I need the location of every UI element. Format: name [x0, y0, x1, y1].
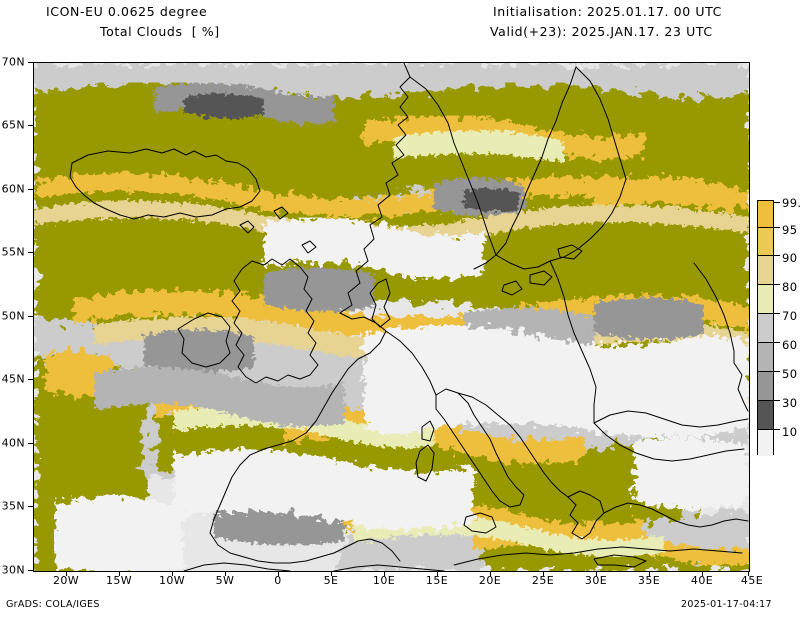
colorbar-label-6: 50	[782, 367, 798, 381]
axis-label-x-11: 35E	[637, 574, 661, 587]
axis-label-x-1: 15W	[105, 574, 133, 587]
tick-x-45e	[748, 571, 749, 576]
colorbar-divider	[758, 342, 773, 343]
colorbar-tick-0	[774, 202, 780, 203]
tick-y-70n	[28, 62, 33, 63]
axis-label-y-4: 50N	[1, 309, 25, 323]
axis-label-y-0: 70N	[1, 55, 25, 69]
colorbar-divider	[758, 400, 773, 401]
colorbar-label-8: 10	[782, 425, 798, 439]
axis-label-x-4: 0	[274, 574, 282, 587]
axis-label-x-13: 45E	[740, 574, 764, 587]
tick-y-50n	[28, 316, 33, 317]
axis-label-x-12: 40E	[690, 574, 714, 587]
cloud-band-clear	[54, 217, 749, 571]
tick-y-35n	[28, 506, 33, 507]
tick-x-15w	[119, 571, 120, 576]
tick-x-10w	[172, 571, 173, 576]
axis-label-x-7: 15E	[425, 574, 449, 587]
tick-x-20w	[66, 571, 67, 576]
tick-y-30n	[28, 570, 33, 571]
colorbar-divider	[758, 284, 773, 285]
colorbar-tick-6	[774, 371, 780, 372]
tick-x-40e	[702, 571, 703, 576]
map-plot-area	[33, 62, 750, 572]
axis-label-y-3: 55N	[1, 245, 25, 259]
colorbar-divider	[758, 313, 773, 314]
axis-label-x-6: 10E	[372, 574, 396, 587]
axis-label-y-2: 60N	[1, 182, 25, 196]
colorbar-band-70-80	[758, 284, 773, 313]
colorbar-tick-1	[774, 227, 780, 228]
colorbar-band-50-60	[758, 342, 773, 371]
tick-x-0	[278, 571, 279, 576]
axis-label-x-5: 5E	[323, 574, 339, 587]
colorbar-label-2: 90	[782, 251, 798, 265]
axis-label-y-1: 65N	[1, 118, 25, 132]
tick-y-40n	[28, 443, 33, 444]
footer-credit: GrADS: COLA/IGES	[6, 599, 100, 610]
colorbar-band-10-30	[758, 400, 773, 429]
tick-y-60n	[28, 189, 33, 190]
tick-x-35e	[649, 571, 650, 576]
footer-timestamp: 2025-01-17-04:17	[681, 599, 772, 610]
axis-label-y-5: 45N	[1, 372, 25, 386]
cloud-field-svg	[34, 63, 749, 571]
axis-label-y-6: 40N	[1, 436, 25, 450]
cloud-band-dark-grey	[94, 82, 704, 546]
tick-x-5e	[331, 571, 332, 576]
colorbar-tick-7	[774, 400, 780, 401]
colorbar-divider	[758, 227, 773, 228]
colorbar-band-60-70	[758, 313, 773, 342]
tick-y-65n	[28, 125, 33, 126]
colorbar-band-95-995	[758, 201, 773, 227]
colorbar-tick-8	[774, 429, 780, 430]
colorbar	[757, 200, 774, 456]
colorbar-label-5: 60	[782, 338, 798, 352]
cloud-cover-raster	[34, 63, 749, 571]
axis-label-x-0: 20W	[52, 574, 80, 587]
coastline-overlay	[69, 63, 749, 571]
axis-label-x-8: 20E	[478, 574, 502, 587]
colorbar-divider	[758, 429, 773, 430]
axis-label-y-7: 35N	[1, 499, 25, 513]
colorbar-band-80-90	[758, 255, 773, 284]
tick-x-15e	[437, 571, 438, 576]
colorbar-band-90-95	[758, 227, 773, 255]
header-initialisation-time: Initialisation: 2025.01.17. 00 UTC	[493, 4, 722, 19]
colorbar-divider	[758, 371, 773, 372]
colorbar-tick-5	[774, 342, 780, 343]
header-valid-time: Valid(+23): 2025.JAN.17. 23 UTC	[490, 24, 713, 39]
colorbar-label-4: 70	[782, 309, 798, 323]
tick-x-30e	[596, 571, 597, 576]
colorbar-label-1: 95	[782, 223, 798, 237]
axis-label-y-8: 30N	[1, 563, 25, 577]
axis-label-x-3: 5W	[215, 574, 235, 587]
tick-x-20e	[490, 571, 491, 576]
tick-y-45n	[28, 379, 33, 380]
colorbar-band-30-50	[758, 371, 773, 400]
tick-x-25e	[543, 571, 544, 576]
header-model-title: ICON-EU 0.0625 degree	[46, 4, 208, 19]
header-field-title: Total Clouds [ %]	[100, 24, 220, 39]
tick-x-5w	[225, 571, 226, 576]
colorbar-tick-4	[774, 313, 780, 314]
axis-label-x-2: 10W	[158, 574, 186, 587]
colorbar-label-7: 30	[782, 396, 798, 410]
axis-label-x-10: 30E	[584, 574, 608, 587]
colorbar-label-3: 80	[782, 280, 798, 294]
colorbar-tick-2	[774, 255, 780, 256]
tick-y-55n	[28, 252, 33, 253]
colorbar-divider	[758, 255, 773, 256]
axis-label-x-9: 25E	[531, 574, 555, 587]
colorbar-label-0: 99.5	[782, 196, 800, 210]
colorbar-band-0-10	[758, 429, 773, 456]
tick-x-10e	[384, 571, 385, 576]
colorbar-tick-3	[774, 284, 780, 285]
